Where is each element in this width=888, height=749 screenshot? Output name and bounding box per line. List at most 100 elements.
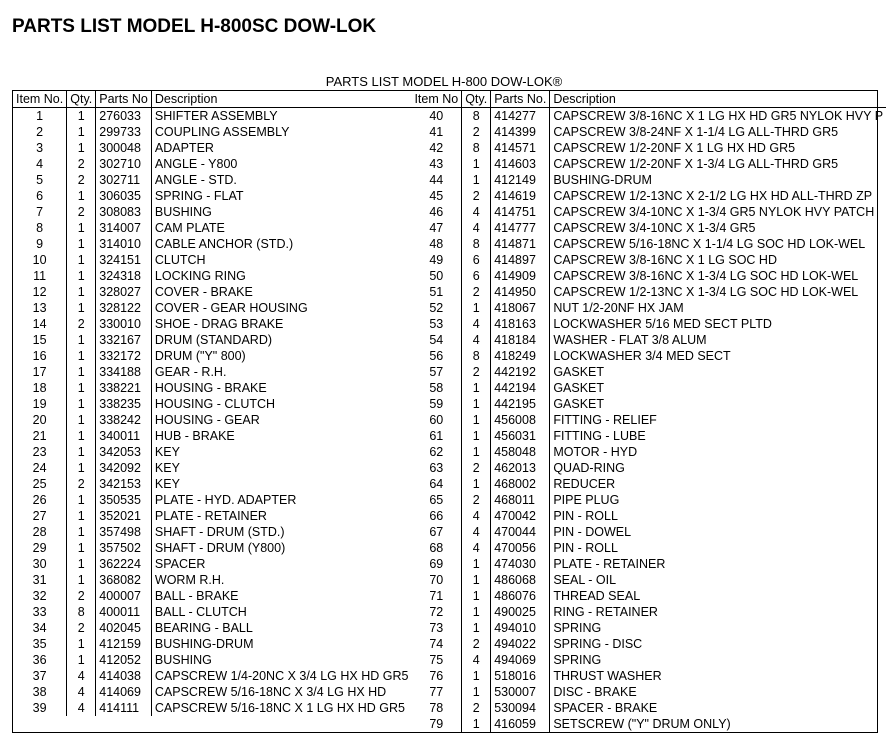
cell-qty: 4 (67, 668, 96, 684)
table-row: 42302710ANGLE - Y800 (13, 156, 411, 172)
cell-desc: CAPSCREW 1/2-13NC X 2-1/2 LG HX HD ALL-T… (550, 188, 886, 204)
cell-parts: 530007 (491, 684, 550, 700)
table-row: 572442192GASKET (411, 364, 886, 380)
cell-item: 18 (13, 380, 67, 396)
table-row: 191338235HOUSING - CLUTCH (13, 396, 411, 412)
cell-desc: WORM R.H. (151, 572, 411, 588)
table-row: 131328122COVER - GEAR HOUSING (13, 300, 411, 316)
cell-parts: 412159 (96, 636, 152, 652)
cell-qty: 1 (67, 140, 96, 156)
table-row: 464414751CAPSCREW 3/4-10NC X 1-3/4 GR5 N… (411, 204, 886, 220)
cell-desc: THREAD SEAL (550, 588, 886, 604)
cell-parts: 338242 (96, 412, 152, 428)
table-row: 142330010SHOE - DRAG BRAKE (13, 316, 411, 332)
cell-item: 43 (411, 156, 461, 172)
table-row: 408414277CAPSCREW 3/8-16NC X 1 LG HX HD … (411, 108, 886, 125)
cell-qty: 1 (67, 284, 96, 300)
cell-qty: 1 (67, 460, 96, 476)
cell-qty: 1 (462, 444, 491, 460)
cell-desc: CAPSCREW 5/16-18NC X 1-1/4 LG SOC HD LOK… (550, 236, 886, 252)
cell-parts: 306035 (96, 188, 152, 204)
cell-qty: 1 (462, 556, 491, 572)
cell-item: 71 (411, 588, 461, 604)
cell-item: 69 (411, 556, 461, 572)
cell-parts: 474030 (491, 556, 550, 572)
cell-desc: BUSHING-DRUM (151, 636, 411, 652)
cell-parts: 350535 (96, 492, 152, 508)
cell-qty: 2 (462, 364, 491, 380)
cell-parts: 299733 (96, 124, 152, 140)
cell-item: 78 (411, 700, 461, 716)
cell-desc: CAPSCREW 1/2-20NF X 1 LG HX HD GR5 (550, 140, 886, 156)
cell-desc: CAPSCREW 1/2-20NF X 1-3/4 LG ALL-THRD GR… (550, 156, 886, 172)
cell-qty: 1 (67, 124, 96, 140)
cell-item: 35 (13, 636, 67, 652)
cell-item: 79 (411, 716, 461, 732)
table-row: 544418184WASHER - FLAT 3/8 ALUM (411, 332, 886, 348)
cell-parts: 340011 (96, 428, 152, 444)
cell-item: 25 (13, 476, 67, 492)
cell-qty: 1 (67, 636, 96, 652)
cell-item: 34 (13, 620, 67, 636)
cell-parts: 518016 (491, 668, 550, 684)
cell-parts: 357502 (96, 540, 152, 556)
cell-parts: 362224 (96, 556, 152, 572)
cell-desc: SEAL - OIL (550, 572, 886, 588)
cell-desc: BEARING - BALL (151, 620, 411, 636)
table-row: 512414950CAPSCREW 1/2-13NC X 1-3/4 LG SO… (411, 284, 886, 300)
cell-qty: 1 (462, 300, 491, 316)
cell-parts: 442195 (491, 396, 550, 412)
table-row: 72308083BUSHING (13, 204, 411, 220)
cell-qty: 8 (462, 348, 491, 364)
cell-parts: 414619 (491, 188, 550, 204)
cell-item: 9 (13, 236, 67, 252)
cell-item: 48 (411, 236, 461, 252)
cell-item: 6 (13, 188, 67, 204)
table-row: 568418249LOCKWASHER 3/4 MED SECT (411, 348, 886, 364)
cell-parts: 414277 (491, 108, 550, 125)
cell-desc: ADAPTER (151, 140, 411, 156)
cell-desc: CAPSCREW 3/8-24NF X 1-1/4 LG ALL-THRD GR… (550, 124, 886, 140)
table-row: 711486076THREAD SEAL (411, 588, 886, 604)
table-row: 782530094SPACER - BRAKE (411, 700, 886, 716)
cell-item: 3 (13, 140, 67, 156)
cell-qty: 1 (462, 412, 491, 428)
cell-desc: HOUSING - BRAKE (151, 380, 411, 396)
cell-desc: CAPSCREW 3/8-16NC X 1-3/4 LG SOC HD LOK-… (550, 268, 886, 284)
cell-parts: 414069 (96, 684, 152, 700)
cell-desc: HOUSING - CLUTCH (151, 396, 411, 412)
cell-parts: 414871 (491, 236, 550, 252)
cell-desc: LOCKWASHER 5/16 MED SECT PLTD (550, 316, 886, 332)
cell-item: 4 (13, 156, 67, 172)
table-row: 611456031FITTING - LUBE (411, 428, 886, 444)
cell-qty: 1 (67, 332, 96, 348)
cell-qty: 1 (67, 508, 96, 524)
cell-qty: 8 (67, 604, 96, 620)
cell-item: 66 (411, 508, 461, 524)
cell-parts: 314010 (96, 236, 152, 252)
table-row: 211340011HUB - BRAKE (13, 428, 411, 444)
cell-parts: 530094 (491, 700, 550, 716)
table-row: 201338242HOUSING - GEAR (13, 412, 411, 428)
table-row: 91314010CABLE ANCHOR (STD.) (13, 236, 411, 252)
cell-parts: 332172 (96, 348, 152, 364)
cell-parts: 332167 (96, 332, 152, 348)
cell-parts: 418249 (491, 348, 550, 364)
cell-qty: 1 (67, 492, 96, 508)
parts-table-right: Item No Qty. Parts No. Description 40841… (411, 91, 886, 732)
cell-qty: 2 (67, 172, 96, 188)
cell-qty: 4 (462, 220, 491, 236)
header-desc: Description (550, 91, 886, 108)
cell-parts: 414777 (491, 220, 550, 236)
cell-parts: 490025 (491, 604, 550, 620)
cell-qty: 1 (67, 444, 96, 460)
cell-desc: PIN - DOWEL (550, 524, 886, 540)
cell-qty: 1 (67, 412, 96, 428)
cell-item: 28 (13, 524, 67, 540)
cell-item: 75 (411, 652, 461, 668)
header-parts: Parts No. (491, 91, 550, 108)
cell-desc: DRUM ("Y" 800) (151, 348, 411, 364)
cell-desc: HUB - BRAKE (151, 428, 411, 444)
cell-parts: 352021 (96, 508, 152, 524)
cell-parts: 342053 (96, 444, 152, 460)
